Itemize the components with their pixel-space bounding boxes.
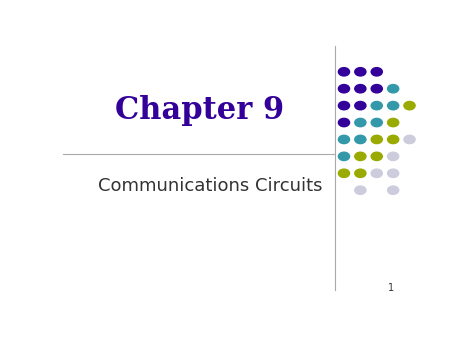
Circle shape	[355, 68, 366, 76]
Circle shape	[387, 135, 399, 144]
Circle shape	[355, 152, 366, 161]
Circle shape	[371, 118, 382, 127]
Circle shape	[355, 186, 366, 194]
Circle shape	[338, 84, 350, 93]
Circle shape	[371, 169, 382, 177]
Circle shape	[338, 135, 350, 144]
Circle shape	[355, 84, 366, 93]
Circle shape	[371, 152, 382, 161]
Text: 1: 1	[388, 283, 395, 293]
Text: Chapter 9: Chapter 9	[115, 95, 284, 126]
Circle shape	[355, 169, 366, 177]
Circle shape	[387, 101, 399, 110]
Circle shape	[387, 152, 399, 161]
Circle shape	[371, 84, 382, 93]
Circle shape	[338, 152, 350, 161]
Circle shape	[338, 68, 350, 76]
Circle shape	[371, 135, 382, 144]
Circle shape	[404, 135, 415, 144]
Circle shape	[371, 68, 382, 76]
Circle shape	[387, 84, 399, 93]
Circle shape	[355, 135, 366, 144]
Circle shape	[338, 101, 350, 110]
Circle shape	[387, 186, 399, 194]
Circle shape	[338, 169, 350, 177]
Circle shape	[338, 118, 350, 127]
Circle shape	[387, 169, 399, 177]
Circle shape	[371, 101, 382, 110]
Circle shape	[404, 101, 415, 110]
Circle shape	[387, 118, 399, 127]
Circle shape	[355, 118, 366, 127]
Circle shape	[355, 101, 366, 110]
Text: Communications Circuits: Communications Circuits	[98, 177, 323, 195]
